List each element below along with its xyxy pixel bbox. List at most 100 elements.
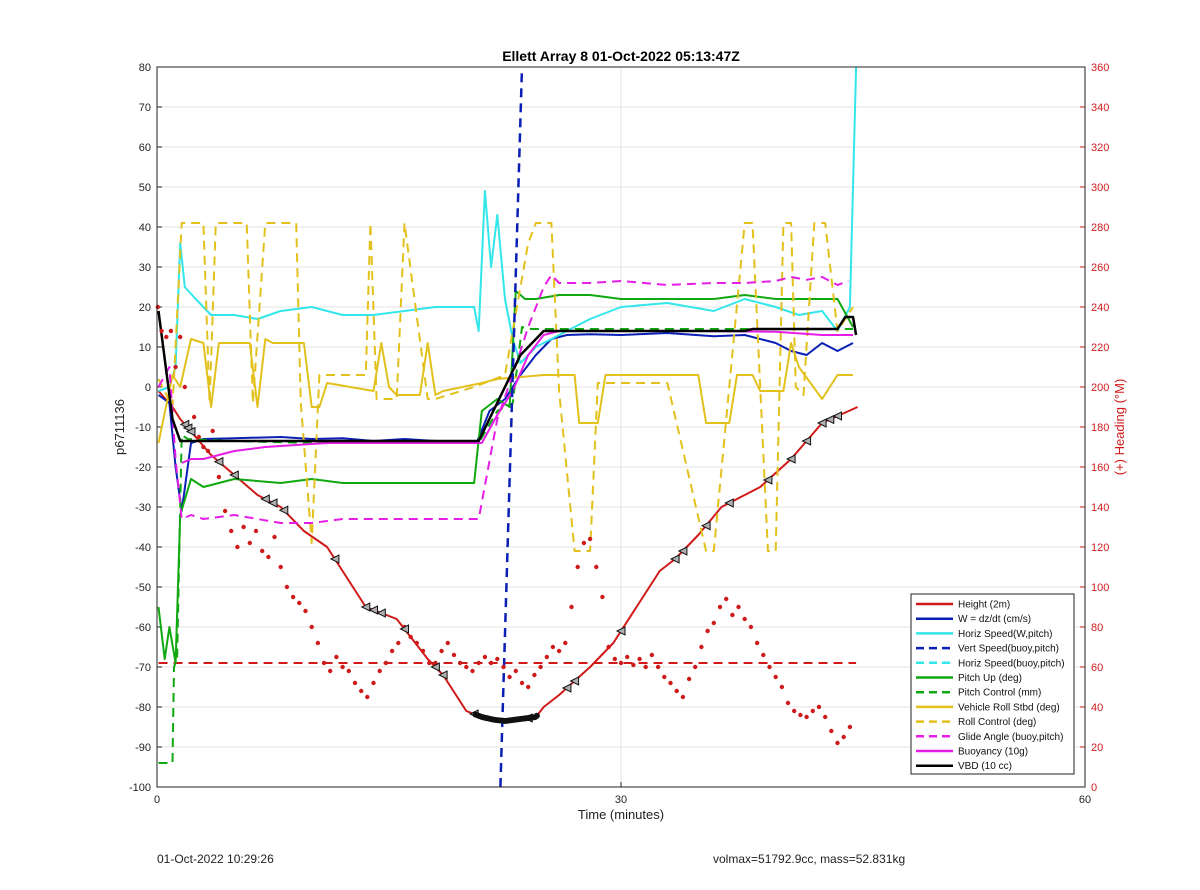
triangle-marker xyxy=(360,602,371,612)
y-tick-label-left: 30 xyxy=(139,262,151,274)
heading-point xyxy=(278,564,283,570)
heading-point xyxy=(488,660,494,666)
triangle-marker xyxy=(329,554,340,564)
heading-point xyxy=(717,604,723,610)
y-tick-label-left: 40 xyxy=(139,222,151,234)
heading-point xyxy=(581,540,587,546)
heading-point xyxy=(476,660,481,666)
triangle-marker xyxy=(376,608,386,618)
heading-point xyxy=(284,584,290,590)
heading-point xyxy=(260,548,265,554)
series-group xyxy=(157,66,859,788)
heading-point xyxy=(340,664,345,670)
heading-point xyxy=(575,564,580,570)
heading-point xyxy=(847,724,853,730)
heading-point xyxy=(767,664,772,670)
y-axis-label-left: p6711136 xyxy=(112,399,127,455)
heading-point xyxy=(334,654,339,660)
heading-point xyxy=(680,694,686,700)
heading-point xyxy=(229,528,234,534)
triangle-marker xyxy=(669,554,680,564)
y-tick-label-right: 60 xyxy=(1091,662,1103,674)
heading-point xyxy=(420,648,426,654)
heading-point xyxy=(451,652,457,658)
heading-point xyxy=(501,664,506,670)
heading-point xyxy=(321,660,327,666)
heading-point xyxy=(736,604,741,610)
heading-point xyxy=(724,596,729,602)
heading-point xyxy=(587,536,593,542)
legend-label-horiz-speed-w-pitch: Horiz Speed(W,pitch) xyxy=(958,629,1052,640)
chart-title: Ellett Array 8 01-Oct-2022 05:13:47Z xyxy=(502,48,740,64)
y-tick-label-left: 70 xyxy=(139,102,151,114)
heading-point xyxy=(773,674,778,680)
heading-point xyxy=(164,334,169,340)
y-tick-label-left: 20 xyxy=(139,302,151,314)
triangle-marker xyxy=(785,454,796,464)
y-tick-label-left: 50 xyxy=(139,182,151,194)
heading-point xyxy=(457,660,463,666)
triangle-marker xyxy=(430,662,440,672)
heading-point xyxy=(705,628,710,634)
heading-point xyxy=(196,434,201,440)
triangle-marker xyxy=(561,683,572,693)
heading-point xyxy=(643,664,648,670)
heading-point xyxy=(155,304,160,310)
heading-point xyxy=(173,364,178,370)
heading-point xyxy=(674,688,679,694)
heading-point xyxy=(290,594,296,600)
y-tick-label-right: 320 xyxy=(1091,142,1109,154)
y-tick-label-left: -30 xyxy=(135,502,151,514)
heading-point xyxy=(315,640,321,646)
triangle-marker xyxy=(260,494,270,504)
heading-point xyxy=(556,648,562,654)
heading-point xyxy=(631,662,636,668)
heading-point xyxy=(201,444,206,450)
heading-point xyxy=(272,534,277,540)
heading-point xyxy=(377,668,382,674)
heading-point xyxy=(464,664,469,670)
legend-label-vbd-10-cc: VBD (10 cc) xyxy=(958,761,1012,772)
heading-point xyxy=(835,740,840,746)
x-tick-label: 0 xyxy=(154,794,160,806)
triangle-marker xyxy=(615,626,626,636)
heading-point xyxy=(612,656,617,662)
heading-point xyxy=(235,544,240,550)
y-tick-label-right: 100 xyxy=(1091,582,1109,594)
heading-point xyxy=(711,620,716,626)
legend-label-glide-angle-buoy-pitch: Glide Angle (buoy,pitch) xyxy=(958,732,1063,743)
heading-point xyxy=(600,594,605,600)
triangle-marker xyxy=(832,411,842,421)
y-tick-label-right: 20 xyxy=(1091,742,1103,754)
y-tick-label-left: -80 xyxy=(135,702,151,714)
heading-point xyxy=(792,708,797,714)
heading-point xyxy=(841,734,846,740)
y-tick-label-right: 80 xyxy=(1091,622,1103,634)
heading-point xyxy=(810,708,815,714)
y-axis-label-right: (+) Heading (°M) xyxy=(1112,379,1127,476)
heading-point xyxy=(253,528,259,534)
heading-point xyxy=(205,448,211,454)
heading-point xyxy=(699,644,704,650)
heading-point xyxy=(470,668,475,674)
heading-point xyxy=(804,714,809,720)
x-axis-label: Time (minutes) xyxy=(578,807,664,822)
heading-point xyxy=(507,674,512,680)
heading-point xyxy=(159,328,164,334)
heading-point xyxy=(761,652,766,658)
y-tick-label-right: 120 xyxy=(1091,542,1109,554)
y-tick-label-left: -20 xyxy=(135,462,151,474)
y-tick-label-right: 160 xyxy=(1091,462,1109,474)
series-line-vehicle-roll-stbd-deg xyxy=(157,338,853,444)
heading-point xyxy=(637,656,642,662)
heading-point xyxy=(649,652,655,658)
footer-timestamp: 01-Oct-2022 10:29:26 xyxy=(157,852,274,866)
y-tick-label-right: 340 xyxy=(1091,102,1109,114)
triangle-marker xyxy=(700,520,711,531)
heading-point xyxy=(544,654,549,660)
triangle-marker xyxy=(762,475,773,485)
heading-point xyxy=(625,654,630,660)
heading-point xyxy=(606,644,611,650)
plot-frame xyxy=(156,66,1086,788)
legend-label-roll-control-deg: Roll Control (deg) xyxy=(958,717,1036,728)
